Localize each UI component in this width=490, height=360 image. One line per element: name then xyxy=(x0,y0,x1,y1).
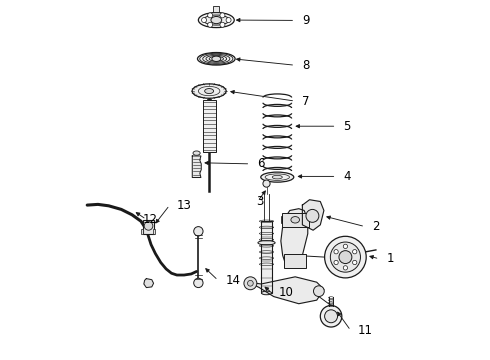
Circle shape xyxy=(226,18,231,23)
Ellipse shape xyxy=(192,84,226,98)
Bar xyxy=(214,6,219,12)
Circle shape xyxy=(314,286,324,297)
Polygon shape xyxy=(281,209,308,268)
Circle shape xyxy=(244,277,257,290)
Circle shape xyxy=(330,242,361,272)
Text: 4: 4 xyxy=(343,170,351,183)
Ellipse shape xyxy=(258,240,275,245)
Circle shape xyxy=(306,210,319,222)
Ellipse shape xyxy=(205,89,214,94)
Bar xyxy=(143,220,153,234)
Text: 2: 2 xyxy=(372,220,380,233)
Ellipse shape xyxy=(272,175,282,179)
Bar xyxy=(282,213,309,226)
Polygon shape xyxy=(248,277,324,304)
Circle shape xyxy=(263,180,270,187)
Circle shape xyxy=(324,236,366,278)
Circle shape xyxy=(343,266,347,270)
Text: 3: 3 xyxy=(256,195,263,208)
Text: 10: 10 xyxy=(279,287,294,300)
Circle shape xyxy=(343,244,347,248)
Text: 9: 9 xyxy=(302,14,310,27)
Circle shape xyxy=(220,22,225,27)
Circle shape xyxy=(339,251,352,264)
Circle shape xyxy=(353,260,357,265)
Circle shape xyxy=(220,13,225,18)
Circle shape xyxy=(194,226,203,236)
Ellipse shape xyxy=(262,291,271,295)
Circle shape xyxy=(334,260,338,265)
Ellipse shape xyxy=(261,172,294,182)
Ellipse shape xyxy=(291,217,299,223)
Bar xyxy=(285,253,306,268)
Text: 8: 8 xyxy=(302,59,310,72)
Text: 1: 1 xyxy=(387,252,394,265)
Ellipse shape xyxy=(211,17,221,24)
Ellipse shape xyxy=(203,15,229,25)
Text: 6: 6 xyxy=(258,157,265,170)
Bar xyxy=(203,100,216,152)
Bar xyxy=(153,229,155,234)
Circle shape xyxy=(320,306,342,327)
Circle shape xyxy=(334,249,338,254)
Bar xyxy=(262,221,271,293)
Ellipse shape xyxy=(197,53,235,65)
Circle shape xyxy=(208,13,213,18)
Circle shape xyxy=(208,22,213,27)
Ellipse shape xyxy=(193,151,200,155)
Text: 11: 11 xyxy=(358,324,373,337)
Circle shape xyxy=(247,280,253,286)
Polygon shape xyxy=(192,156,201,177)
Text: 13: 13 xyxy=(177,199,192,212)
Bar xyxy=(141,229,143,234)
Circle shape xyxy=(194,278,203,288)
Polygon shape xyxy=(302,200,324,230)
Circle shape xyxy=(201,18,207,23)
Text: 12: 12 xyxy=(143,213,158,226)
Ellipse shape xyxy=(212,56,221,62)
Circle shape xyxy=(144,222,153,230)
Circle shape xyxy=(353,249,357,254)
Ellipse shape xyxy=(198,13,234,28)
Text: 5: 5 xyxy=(343,120,351,133)
Text: 7: 7 xyxy=(302,95,310,108)
Text: 14: 14 xyxy=(225,274,240,287)
Circle shape xyxy=(324,310,338,323)
Polygon shape xyxy=(144,279,153,288)
